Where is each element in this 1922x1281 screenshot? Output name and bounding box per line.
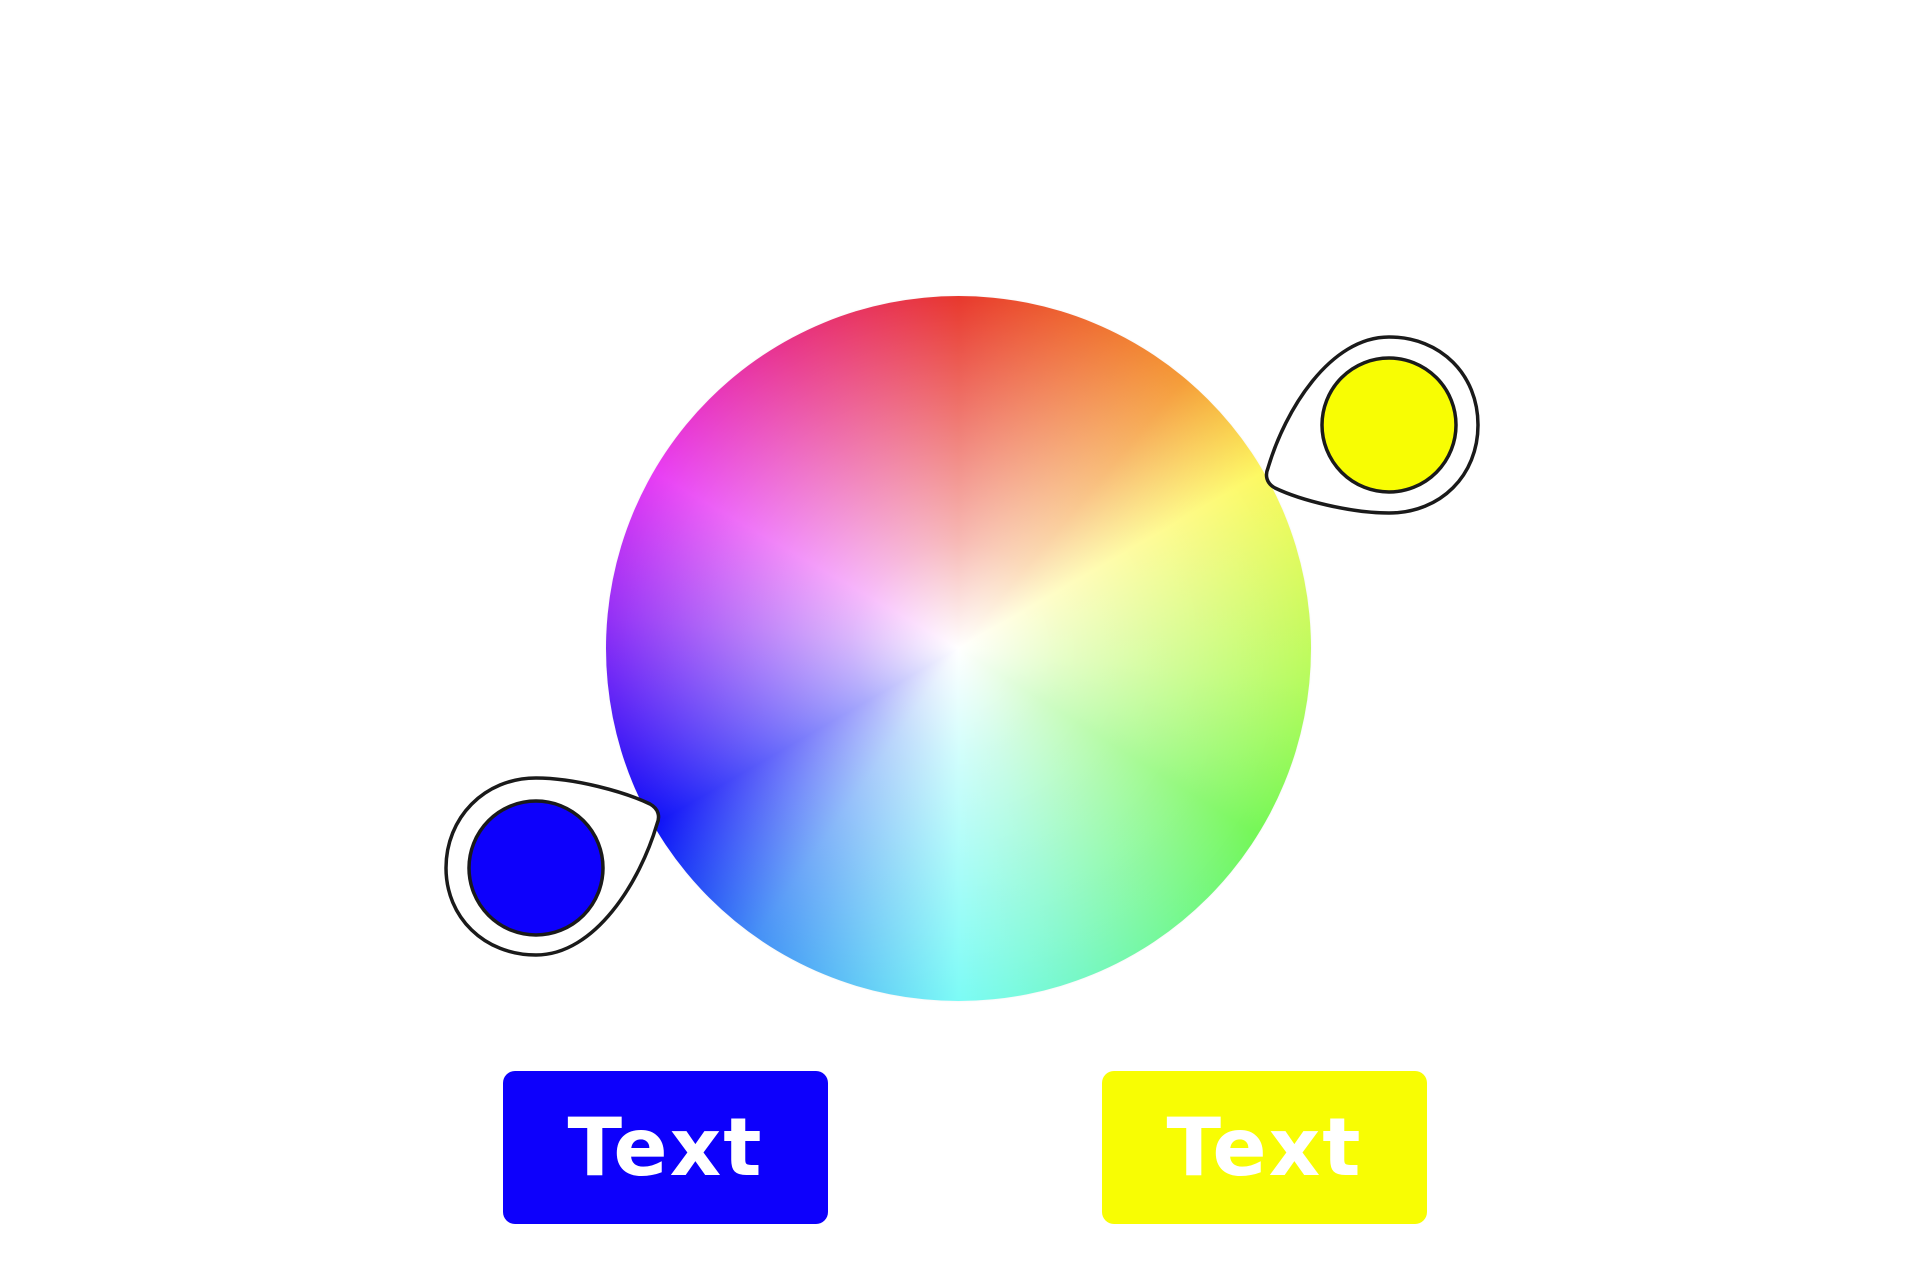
blue-text-button[interactable]: Text	[503, 1071, 828, 1224]
color-wheel[interactable]	[606, 296, 1311, 1001]
yellow-color-dot	[1320, 356, 1458, 494]
yellow-picker-pin[interactable]	[1264, 335, 1480, 515]
yellow-text-button[interactable]: Text	[1102, 1071, 1427, 1224]
blue-color-dot	[467, 799, 605, 937]
blue-picker-pin[interactable]	[444, 776, 661, 957]
